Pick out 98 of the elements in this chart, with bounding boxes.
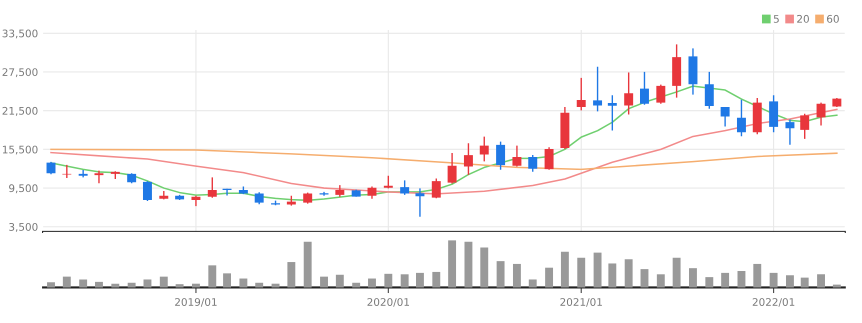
candlestick <box>254 192 264 206</box>
bar <box>208 265 216 288</box>
bar <box>352 282 360 288</box>
y-tick-label: 3,500 <box>9 222 38 232</box>
candlestick <box>335 184 344 198</box>
candlestick <box>816 102 826 126</box>
bar <box>255 282 264 288</box>
y-tick-label: 21,500 <box>2 106 38 116</box>
bar <box>721 272 730 288</box>
candlestick <box>464 142 473 176</box>
bar <box>753 264 762 288</box>
bar <box>786 275 794 288</box>
x-tick-label: 2022/01 <box>752 298 794 307</box>
bar <box>464 242 472 288</box>
candlestick <box>46 161 56 175</box>
bar <box>512 264 521 288</box>
bar <box>47 282 55 288</box>
bar <box>368 278 376 288</box>
bar <box>192 284 200 288</box>
bar <box>560 252 569 288</box>
candlestick <box>624 72 634 116</box>
y-tick-label: 9,500 <box>9 184 38 194</box>
candlestick <box>704 71 714 110</box>
candlestick <box>368 186 376 200</box>
candlestick <box>832 97 842 108</box>
bar <box>79 279 88 288</box>
candlestick <box>286 195 296 206</box>
bar <box>528 279 537 288</box>
bar <box>577 258 586 288</box>
bar <box>128 282 136 288</box>
candlestick <box>448 152 457 184</box>
bar <box>832 284 841 288</box>
bar <box>144 279 152 288</box>
candlestick <box>576 77 586 112</box>
bar <box>496 261 505 288</box>
candlestick <box>415 188 424 218</box>
candlestick <box>528 154 538 172</box>
candlestick <box>400 180 410 196</box>
y-tick-label: 33,500 <box>2 29 38 38</box>
candlestick <box>512 144 522 168</box>
y-tick-label: 27,500 <box>2 68 38 78</box>
x-tick-label: 2019/01 <box>175 298 217 307</box>
bar <box>384 274 392 288</box>
candlestick <box>432 178 441 200</box>
line-series <box>50 148 838 170</box>
candlestick <box>496 140 506 170</box>
candlestick <box>593 66 602 112</box>
bar <box>672 258 681 288</box>
candlestick <box>720 106 730 128</box>
candlestick <box>544 146 554 170</box>
candlestick <box>785 118 794 146</box>
bar <box>738 270 746 288</box>
legend-label: 5 <box>774 15 779 23</box>
bar <box>416 272 424 288</box>
bar <box>95 282 103 288</box>
bar <box>800 278 809 288</box>
bar <box>705 277 714 288</box>
bar <box>62 276 71 288</box>
bar <box>432 272 440 288</box>
bar <box>770 272 778 288</box>
bar <box>594 252 602 288</box>
candlestick <box>208 176 217 198</box>
candlestick <box>94 170 104 184</box>
x-tick-label: 2020/01 <box>367 298 409 307</box>
candlestick <box>191 195 200 207</box>
bar <box>640 269 648 288</box>
bar <box>480 247 488 288</box>
y-tick-label: 15,500 <box>2 146 38 155</box>
candlestick <box>608 94 617 132</box>
bar <box>111 284 120 288</box>
bar <box>656 274 665 288</box>
bar <box>287 262 296 288</box>
candlestick <box>127 172 136 184</box>
candlestick <box>303 192 312 204</box>
bar <box>400 274 409 288</box>
bar <box>608 263 616 288</box>
candlestick <box>800 113 810 140</box>
bar <box>304 242 312 288</box>
bar <box>689 268 697 288</box>
candlestick <box>640 71 649 106</box>
legend-label: 20 <box>797 14 809 23</box>
bar <box>272 284 280 288</box>
bar <box>336 274 344 288</box>
bar <box>817 274 825 288</box>
candlestick <box>656 84 666 104</box>
bar <box>223 273 231 288</box>
bar <box>448 240 456 288</box>
bar <box>160 276 168 288</box>
candlestick <box>142 180 152 202</box>
candlestick <box>480 136 489 162</box>
bar <box>320 276 328 288</box>
bar <box>239 278 248 288</box>
bar <box>624 259 633 288</box>
bar <box>545 268 554 288</box>
legend-label: 60 <box>827 14 839 23</box>
bar <box>176 284 184 288</box>
x-tick-label: 2021/01 <box>560 298 602 307</box>
candlestick <box>736 99 746 137</box>
